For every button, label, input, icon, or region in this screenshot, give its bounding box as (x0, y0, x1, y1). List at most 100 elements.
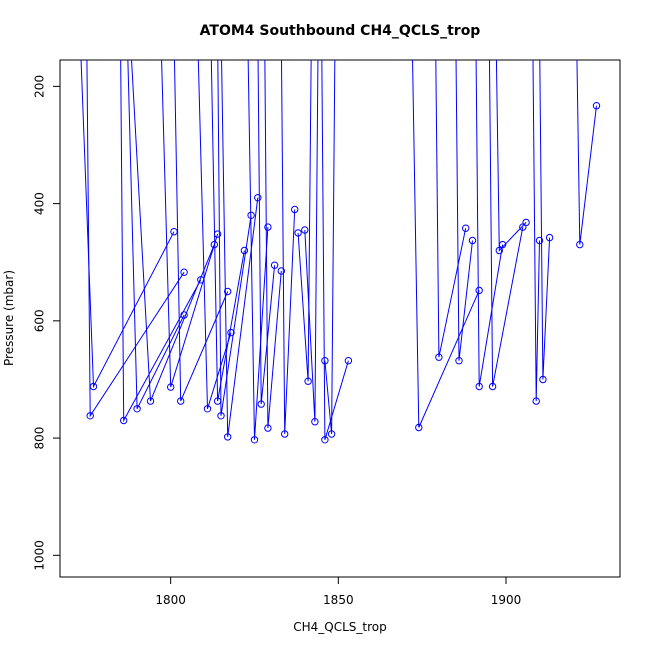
data-point (171, 30, 177, 36)
x-axis-label: CH4_QCLS_trop (293, 620, 387, 634)
data-point (301, 226, 309, 234)
data-point (475, 286, 483, 295)
data-point (475, 382, 483, 391)
data-point (203, 405, 212, 413)
data-point (294, 229, 302, 237)
data-point (213, 397, 222, 405)
data-point (545, 233, 554, 242)
data-point (344, 357, 353, 365)
data-point (277, 267, 285, 275)
profile-line-12 (247, 60, 269, 440)
data-point (167, 383, 175, 391)
data-point (281, 430, 289, 438)
y-tick-label: 400 (33, 192, 47, 215)
data-point (539, 375, 547, 384)
data-point (468, 236, 477, 245)
profile-line-6 (161, 60, 219, 388)
y-axis-label: Pressure (mbar) (2, 270, 16, 366)
data-point (486, 28, 492, 34)
profile-line-9 (210, 60, 245, 402)
profile-line-3 (127, 60, 185, 410)
profile-line-1 (80, 60, 175, 389)
y-tick-label: 800 (33, 427, 47, 450)
y-tick-label: 1000 (33, 540, 47, 571)
data-point (304, 377, 312, 385)
data-point (264, 424, 272, 432)
profile-line-28 (576, 60, 597, 245)
data-point (535, 236, 544, 245)
data-point (522, 218, 530, 227)
data-point (462, 224, 470, 232)
data-point (224, 433, 232, 441)
data-point (210, 240, 219, 249)
data-point (197, 276, 205, 284)
data-point (227, 328, 235, 337)
profile-line-19 (321, 60, 349, 440)
data-point (530, 35, 536, 41)
profile-line-5 (131, 60, 215, 402)
profile-line-10 (217, 60, 252, 416)
data-point (120, 416, 128, 425)
data-point (217, 412, 225, 420)
profile-line-7 (173, 60, 229, 402)
y-tick-label: 200 (33, 75, 47, 98)
data-point (86, 412, 94, 420)
x-tick-label: 1850 (323, 593, 354, 607)
data-point (117, 23, 123, 29)
x-tick-label: 1900 (491, 593, 522, 607)
profile-line-21 (455, 60, 473, 361)
data-point (257, 400, 265, 408)
data-point (321, 436, 329, 444)
data-point (576, 240, 584, 249)
data-point (311, 418, 319, 426)
profile-line-27 (539, 60, 551, 380)
data-point (180, 311, 188, 319)
profile-line-8 (197, 60, 232, 409)
plot-frame (59, 59, 621, 578)
data-point (146, 397, 155, 405)
profile-line-4 (120, 60, 202, 423)
data-point (213, 230, 222, 238)
data-point (264, 223, 272, 231)
data-point (240, 246, 249, 255)
profile-line-13 (257, 60, 276, 405)
chart-title: ATOM4 Southbound CH4_QCLS_trop (200, 23, 481, 39)
data-point (321, 357, 329, 365)
data-point (84, 42, 90, 48)
profile-line-2 (86, 60, 185, 418)
profile-line-20 (435, 60, 467, 358)
y-tick-label: 600 (33, 309, 47, 332)
profile-line-15 (281, 60, 296, 435)
profile-line-11 (221, 60, 259, 437)
data-point (455, 357, 463, 365)
profile-line-25 (495, 60, 527, 252)
profile-line-23 (475, 60, 504, 387)
data-point (573, 20, 579, 26)
profile-line-17 (304, 60, 319, 422)
data-point (291, 205, 299, 214)
data-point (327, 430, 336, 438)
data-point (180, 268, 188, 276)
data-point (170, 228, 178, 236)
profile-line-24 (488, 60, 524, 387)
data-point (127, 36, 133, 42)
profile-line-26 (532, 60, 540, 402)
data-point (592, 102, 601, 110)
data-point (250, 436, 259, 444)
profile-line-22 (412, 60, 480, 428)
profile-line-14 (264, 60, 282, 429)
profile-line-18 (324, 60, 336, 435)
data-point (254, 194, 262, 202)
data-point (124, 28, 130, 34)
profile-line-16 (297, 60, 312, 382)
data-point (177, 397, 185, 405)
data-point (157, 22, 163, 28)
data-point (133, 405, 141, 413)
data-point (498, 240, 507, 249)
data-point (89, 382, 98, 391)
x-tick-label: 1800 (155, 593, 186, 607)
data-point (532, 397, 540, 405)
data-point (536, 27, 542, 33)
data-point (224, 287, 232, 296)
